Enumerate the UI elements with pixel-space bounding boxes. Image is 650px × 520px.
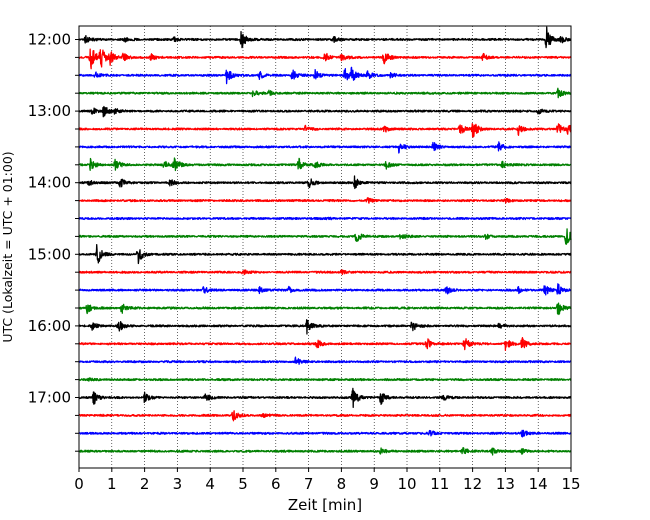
x-tick-label: 10: [397, 475, 416, 493]
y-tick-label: 13:00: [28, 102, 71, 120]
y-tick-label: 17:00: [28, 389, 71, 407]
trace-line: [78, 48, 572, 70]
x-tick-label: 13: [496, 475, 515, 493]
trace-line: [78, 216, 572, 221]
trace-line: [78, 228, 572, 245]
y-tick-label: 14:00: [28, 174, 71, 192]
trace-line: [78, 446, 572, 456]
trace-line: [78, 157, 572, 172]
x-tick-label: 12: [463, 475, 482, 493]
trace-line: [78, 356, 572, 365]
x-tick-label: 3: [173, 475, 183, 493]
y-tick-label: 15:00: [28, 245, 71, 263]
trace-line: [78, 283, 572, 296]
trace-line: [78, 66, 572, 85]
x-tick-label: 14: [529, 475, 548, 493]
x-tick-label: 11: [430, 475, 449, 493]
x-tick-label: 9: [369, 475, 379, 493]
trace-line: [78, 302, 572, 316]
y-tick-label: 16:00: [28, 317, 71, 335]
x-tick-label: 5: [238, 475, 248, 493]
x-tick-label: 4: [205, 475, 215, 493]
trace-line: [78, 26, 572, 49]
trace-line: [78, 244, 572, 265]
y-axis-label: UTC (Lokalzeit = UTC + 01:00): [0, 151, 15, 342]
plot-background: [79, 26, 571, 468]
x-axis: 0 1 2 3 4 5 6 7 8 9 10 11 12 13 14 15: [74, 468, 581, 493]
trace-line: [78, 141, 572, 154]
trace-line: [78, 196, 572, 204]
x-tick-label: 15: [561, 475, 580, 493]
x-tick-label: 6: [271, 475, 281, 493]
trace-line: [78, 123, 572, 138]
trace-line: [78, 337, 572, 351]
trace-line: [78, 387, 572, 408]
trace-line: [78, 269, 572, 276]
trace-line: [78, 429, 572, 438]
x-tick-label: 8: [337, 475, 347, 493]
seismic-traces: [78, 26, 572, 456]
trace-line: [78, 87, 572, 99]
trace-line: [78, 175, 572, 190]
y-tick-label: 12:00: [28, 31, 71, 49]
x-tick-label: 7: [304, 475, 314, 493]
trace-line: [78, 319, 572, 335]
x-axis-label: Zeit [min]: [288, 496, 362, 514]
trace-line: [78, 105, 572, 118]
trace-line: [78, 377, 572, 382]
x-tick-label: 1: [107, 475, 117, 493]
y-axis: 12:00 13:00 14:00 15:00 16:00 17:00: [28, 31, 79, 452]
x-tick-label: 0: [74, 475, 84, 493]
plot-frame: [78, 25, 572, 469]
trace-line: [78, 410, 572, 422]
x-tick-label: 2: [140, 475, 150, 493]
